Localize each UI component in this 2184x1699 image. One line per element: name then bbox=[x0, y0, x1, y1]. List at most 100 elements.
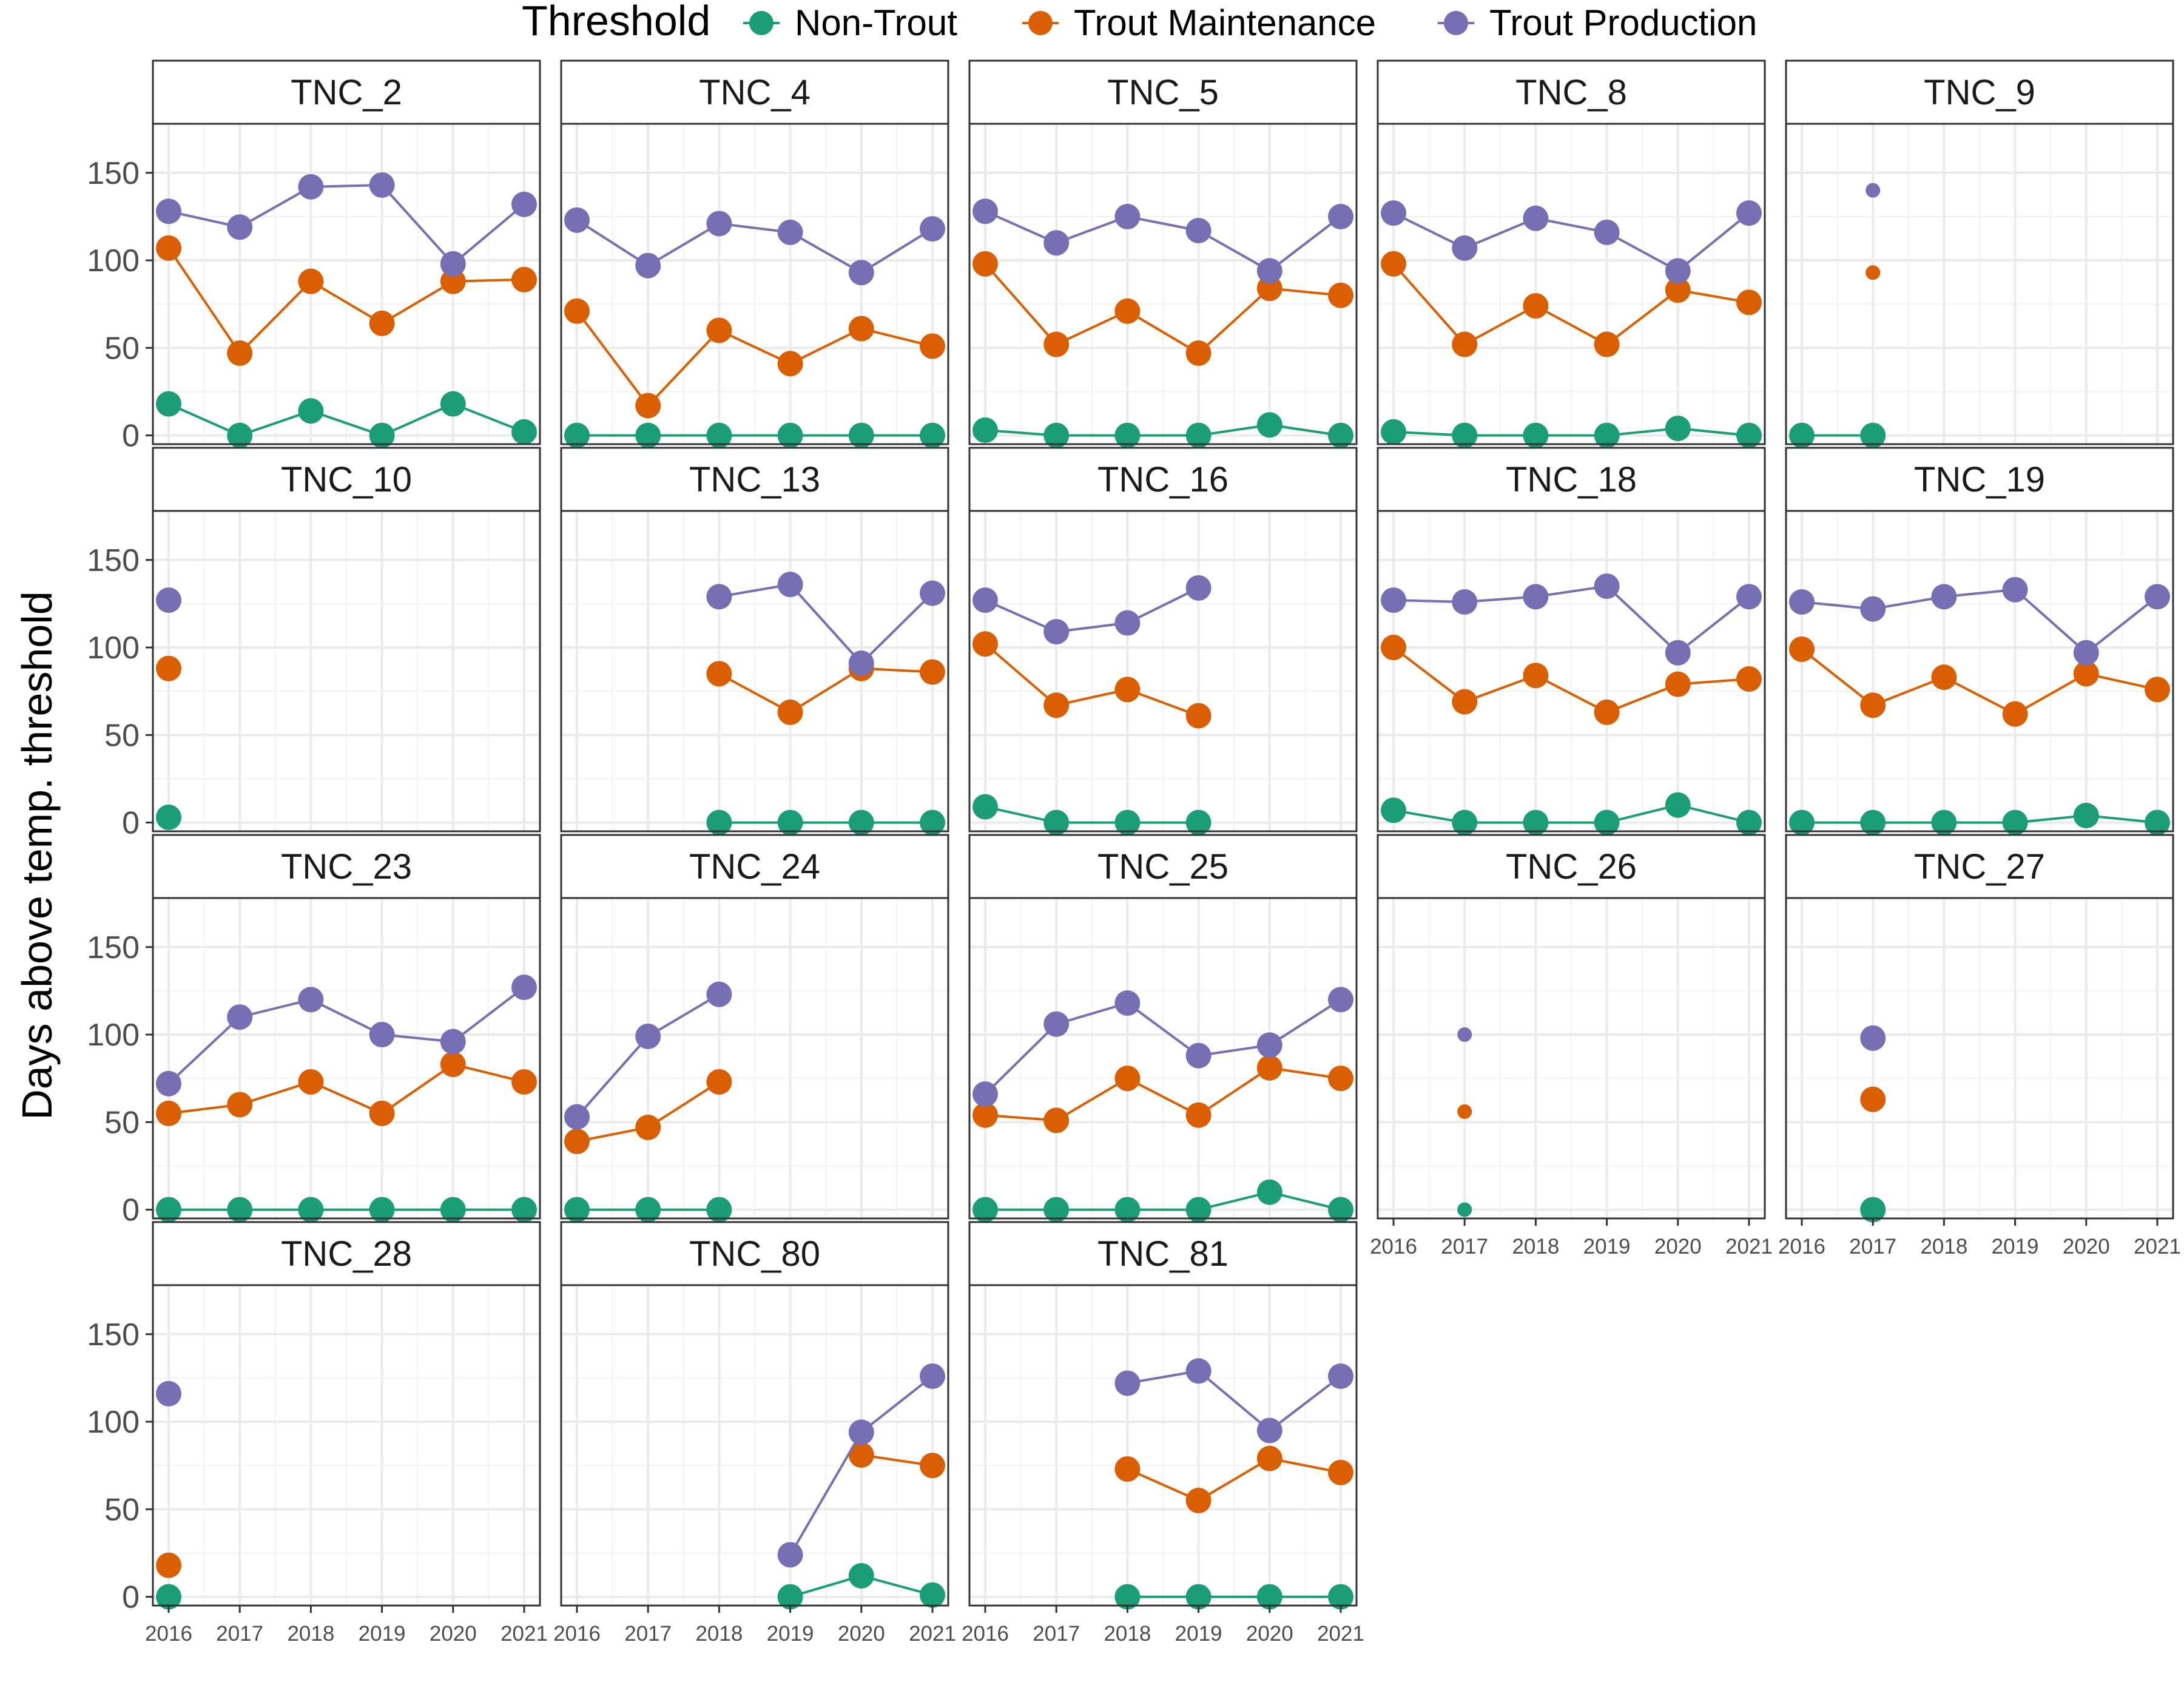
series-line-segment bbox=[1676, 595, 1750, 654]
data-point bbox=[227, 214, 253, 240]
data-point bbox=[1789, 809, 1815, 836]
y-tick-label: 0 bbox=[122, 419, 140, 454]
series-line-segment bbox=[1534, 305, 1608, 346]
series-line-segment bbox=[1126, 586, 1200, 624]
data-point bbox=[2073, 640, 2099, 666]
x-tick-label: 2019 bbox=[1583, 1235, 1631, 1258]
data-point bbox=[1931, 809, 1957, 836]
data-point bbox=[972, 1197, 998, 1223]
series-line-segment bbox=[1197, 1370, 1271, 1432]
data-point bbox=[1452, 235, 1478, 261]
strip-background bbox=[968, 1221, 1358, 1286]
panel-TNC_25: TNC_25 bbox=[968, 834, 1358, 1223]
x-tick-label: 2016 bbox=[553, 1622, 601, 1646]
panel-TNC_81: TNC_81 2016 2017 2018 2019 2020 2021 bbox=[962, 1221, 1364, 1646]
data-point bbox=[972, 251, 998, 277]
series-line-segment bbox=[1126, 1077, 1200, 1116]
data-point bbox=[1866, 265, 1881, 280]
data-point bbox=[1328, 1363, 1353, 1390]
data-point bbox=[848, 316, 874, 342]
data-point bbox=[227, 1004, 253, 1030]
series-line-segment bbox=[380, 183, 454, 265]
panel-TNC_9: TNC_9 bbox=[1785, 59, 2174, 448]
series-line-segment bbox=[309, 280, 383, 325]
data-point bbox=[511, 266, 537, 292]
data-point bbox=[777, 219, 803, 245]
series-line-segment bbox=[647, 993, 721, 1038]
data-point bbox=[1736, 422, 1762, 448]
series-line-segment bbox=[1801, 647, 1875, 707]
strip-background bbox=[560, 1221, 949, 1286]
series-line-segment bbox=[451, 203, 525, 265]
data-point bbox=[706, 422, 732, 448]
panel-TNC_80: TNC_80 2016 2017 2018 2019 2020 2021 bbox=[553, 1221, 956, 1646]
data-point bbox=[1256, 1179, 1282, 1205]
series-line-segment bbox=[1126, 1002, 1200, 1057]
data-point bbox=[2002, 809, 2028, 836]
y-tick-label: 150 bbox=[87, 1317, 140, 1353]
y-tick-label: 150 bbox=[87, 543, 140, 578]
data-point bbox=[1594, 573, 1620, 600]
strip-label: TNC_4 bbox=[699, 73, 811, 112]
strip-background bbox=[968, 59, 1358, 125]
y-tick-label: 100 bbox=[87, 243, 140, 279]
data-point bbox=[564, 207, 590, 233]
series-line-segment bbox=[860, 1375, 934, 1434]
data-point bbox=[564, 298, 590, 324]
data-point bbox=[920, 333, 945, 359]
data-point bbox=[1328, 1197, 1353, 1223]
strip-background bbox=[1785, 834, 2174, 899]
data-point bbox=[1043, 1197, 1070, 1223]
data-point bbox=[920, 580, 945, 606]
panel-TNC_27: TNC_27 2016 2017 2018 2019 2020 2021 bbox=[1778, 834, 2181, 1258]
panel-TNC_28: TNC_28 0 50 100 150 2016 2017 2018 2019 2020 2021 bbox=[87, 1221, 548, 1646]
data-point bbox=[511, 974, 537, 1001]
series-line-segment bbox=[1392, 262, 1466, 346]
data-point bbox=[298, 174, 324, 200]
y-tick-label: 0 bbox=[122, 1580, 140, 1615]
data-point bbox=[635, 1197, 661, 1223]
data-point bbox=[635, 252, 661, 279]
panels: TNC_2 0 50 100 150 TNC_4 TNC_5 TNC_8 TNC_9 TNC_10… bbox=[87, 59, 2181, 1646]
data-point bbox=[369, 1022, 395, 1048]
data-point bbox=[1185, 340, 1212, 366]
y-tick-label: 50 bbox=[104, 331, 140, 366]
data-point bbox=[1114, 1066, 1141, 1092]
data-point bbox=[1860, 809, 1886, 836]
data-point bbox=[848, 1442, 874, 1468]
data-point bbox=[1043, 1107, 1070, 1133]
legend-key-point bbox=[1444, 11, 1468, 35]
data-point bbox=[1452, 809, 1478, 836]
legend-label: Trout Production bbox=[1489, 2, 1757, 43]
data-point bbox=[2145, 677, 2170, 703]
x-tick-label: 2018 bbox=[1920, 1235, 1967, 1258]
data-point bbox=[1736, 666, 1762, 692]
data-point bbox=[635, 393, 661, 419]
data-point bbox=[1043, 809, 1070, 836]
data-point bbox=[706, 809, 732, 836]
data-point bbox=[1381, 587, 1406, 613]
data-point bbox=[706, 981, 732, 1007]
data-point bbox=[1665, 277, 1691, 303]
y-tick-label: 50 bbox=[104, 718, 140, 753]
x-tick-label: 2020 bbox=[2063, 1235, 2110, 1258]
strip-background bbox=[560, 834, 949, 899]
data-point bbox=[511, 1197, 537, 1223]
y-tick-label: 100 bbox=[87, 1405, 140, 1440]
data-point bbox=[1523, 293, 1549, 319]
series-line-segment bbox=[1126, 1467, 1200, 1502]
data-point bbox=[1931, 584, 1957, 610]
data-point bbox=[369, 1197, 395, 1223]
data-point bbox=[1114, 298, 1141, 324]
series-line-segment bbox=[167, 402, 241, 437]
series-line-segment bbox=[2085, 595, 2159, 654]
series-line-segment bbox=[1534, 674, 1608, 714]
data-point bbox=[156, 1380, 181, 1407]
data-point bbox=[706, 1197, 732, 1223]
series-line-segment bbox=[309, 998, 383, 1036]
data-point bbox=[1328, 282, 1353, 308]
data-point bbox=[298, 1197, 324, 1223]
data-point bbox=[1256, 1055, 1282, 1081]
data-point bbox=[1114, 1456, 1141, 1482]
data-point bbox=[564, 1129, 590, 1155]
